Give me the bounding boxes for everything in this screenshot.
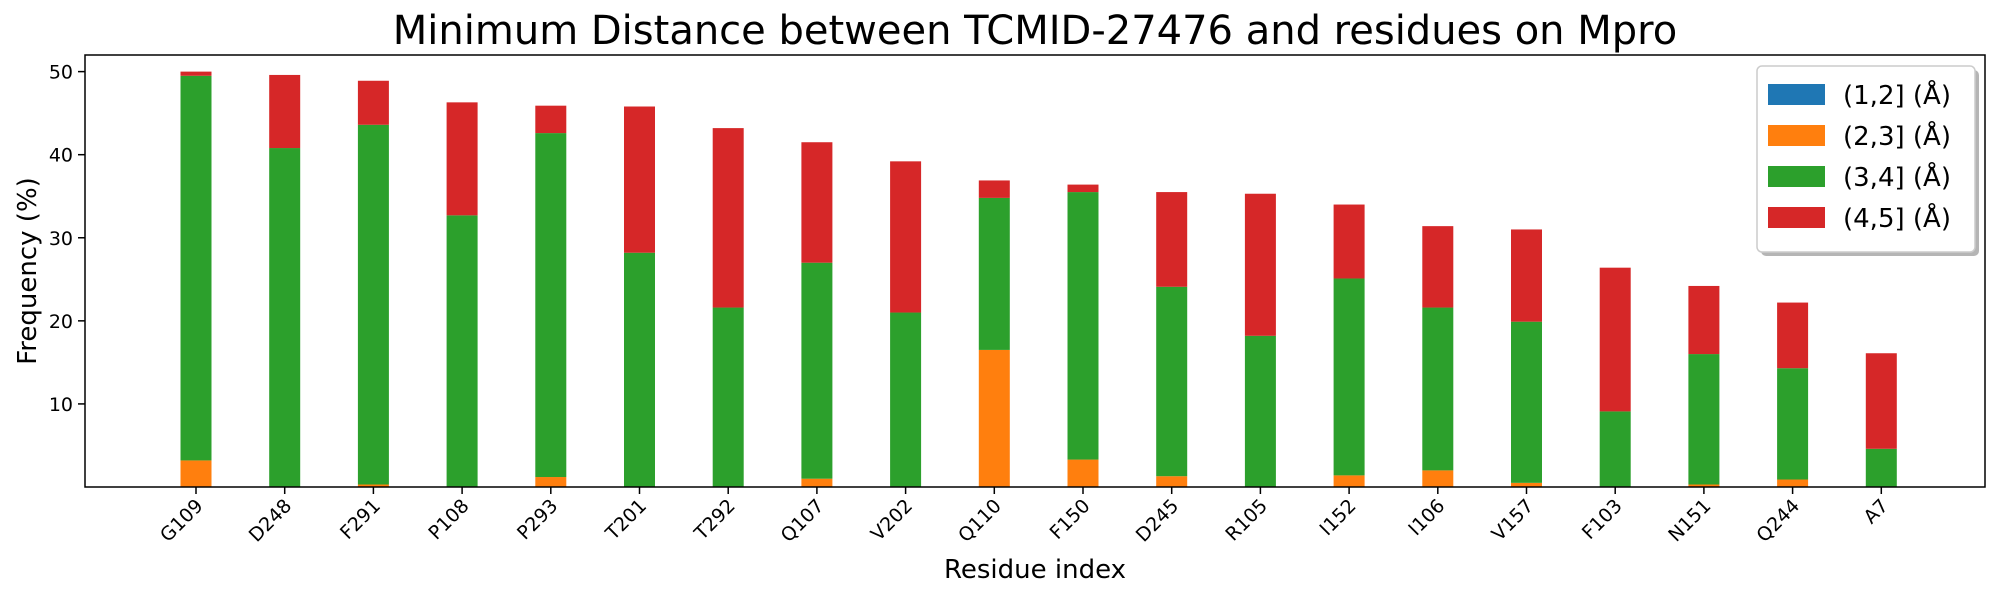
x-tick-label: V157 xyxy=(1488,495,1538,545)
bar-segment-V157-series-4 xyxy=(1511,229,1542,322)
x-tick-label: R105 xyxy=(1221,495,1272,546)
bar-segment-N151-series-2 xyxy=(1688,484,1720,487)
y-tick-label: 30 xyxy=(49,228,73,250)
legend-label: (2,3] (Å) xyxy=(1843,120,1951,152)
bar-segment-V202-series-3 xyxy=(890,312,922,487)
bar-segment-F150-series-4 xyxy=(1067,184,1099,193)
plot-area-frame xyxy=(84,54,1986,488)
x-tick-label: T201 xyxy=(601,495,651,545)
bar-segment-D245-series-3 xyxy=(1156,286,1188,477)
bar-segment-P293-series-3 xyxy=(535,133,567,478)
bar-segment-Q107-series-3 xyxy=(801,262,833,479)
bar-segment-Q244-series-2 xyxy=(1777,479,1809,487)
x-tick-label: A7 xyxy=(1860,495,1893,528)
y-axis-label: Frequency (%) xyxy=(13,177,43,365)
x-tick-label: F150 xyxy=(1046,495,1095,544)
x-tick-label: Q244 xyxy=(1752,495,1804,547)
bar-segment-Q107-series-2 xyxy=(801,478,833,487)
x-tick-label: D248 xyxy=(245,495,297,547)
bar-segment-F150-series-3 xyxy=(1067,192,1099,460)
x-tick-label: D245 xyxy=(1132,495,1184,547)
x-tick-label: P293 xyxy=(513,495,562,544)
bar-segment-V157-series-3 xyxy=(1511,321,1542,483)
x-tick-label: P108 xyxy=(424,495,473,544)
bar-segment-V202-series-4 xyxy=(890,161,922,313)
bar-segment-R105-series-3 xyxy=(1244,335,1276,487)
bar-segment-N151-series-4 xyxy=(1688,285,1720,355)
bar-segment-V157-series-2 xyxy=(1511,482,1542,487)
bar-segment-A7-series-3 xyxy=(1865,448,1897,487)
chart-title: Minimum Distance between TCMID-27476 and… xyxy=(393,8,1677,54)
y-tick-label: 10 xyxy=(49,394,73,416)
bar-segment-G109-series-3 xyxy=(180,75,212,461)
bar-segment-N151-series-3 xyxy=(1688,354,1720,485)
bar-segment-P293-series-4 xyxy=(535,105,567,134)
bar-segment-P293-series-2 xyxy=(535,477,567,487)
legend-swatch xyxy=(1768,207,1825,228)
bar-segment-Q110-series-4 xyxy=(978,180,1010,198)
x-tick-label: N151 xyxy=(1664,495,1715,546)
x-tick-label: V202 xyxy=(867,495,917,545)
legend-box xyxy=(1756,65,1976,253)
y-tick-label: 40 xyxy=(49,145,73,167)
bar-segment-T292-series-3 xyxy=(712,307,744,487)
bar-segment-P108-series-3 xyxy=(446,215,478,488)
bar-segment-I106-series-3 xyxy=(1422,307,1454,471)
x-tick-label: T292 xyxy=(690,495,740,545)
legend-label: (3,4] (Å) xyxy=(1843,161,1951,193)
y-axis: 10 20 30 40 50 xyxy=(49,62,85,416)
legend-swatch xyxy=(1768,84,1825,105)
legend-label: (4,5] (Å) xyxy=(1843,202,1951,234)
bar-segment-F103-series-4 xyxy=(1599,267,1631,412)
bar-segment-I152-series-2 xyxy=(1333,475,1365,487)
legend: (1,2] (Å) (2,3] (Å) (3,4] (Å) (4,5] (Å) xyxy=(1756,65,1979,256)
bar-segment-D248-series-4 xyxy=(269,74,301,149)
x-tick-label: I152 xyxy=(1315,495,1360,540)
bar-segment-I152-series-3 xyxy=(1333,278,1365,476)
x-axis-label: Residue index xyxy=(944,555,1126,585)
x-tick-label: F291 xyxy=(336,495,385,544)
bar-segment-Q107-series-4 xyxy=(801,142,833,263)
bar-segment-Q244-series-4 xyxy=(1777,302,1809,369)
bar-segment-Q244-series-3 xyxy=(1777,368,1809,480)
bar-segment-D245-series-2 xyxy=(1156,476,1188,487)
bar-segment-F150-series-2 xyxy=(1067,459,1099,487)
bar-segment-I106-series-2 xyxy=(1422,470,1454,487)
bar-segment-D245-series-4 xyxy=(1156,192,1188,287)
x-tick-label: Q107 xyxy=(777,495,829,547)
bar-segment-F291-series-3 xyxy=(357,124,389,485)
bar-segment-F103-series-3 xyxy=(1599,411,1631,487)
bar-segment-R105-series-4 xyxy=(1244,193,1276,336)
bar-segment-Q110-series-2 xyxy=(978,349,1010,487)
x-tick-label: I106 xyxy=(1404,495,1449,540)
legend-swatch xyxy=(1768,125,1825,146)
x-tick-label: G109 xyxy=(156,495,208,547)
bar-segment-Q110-series-3 xyxy=(978,197,1010,350)
x-axis: G109 D248 F291 P108 P293 T201 T292 Q107 V202 Q110… xyxy=(156,487,1893,547)
bar-segment-T201-series-4 xyxy=(624,106,655,253)
bar-segment-F291-series-2 xyxy=(357,484,389,487)
legend-swatch xyxy=(1768,166,1825,187)
bar-segment-I106-series-4 xyxy=(1422,226,1454,308)
y-tick-label: 50 xyxy=(49,62,73,84)
bars-layer xyxy=(180,71,1897,488)
bar-segment-T201-series-3 xyxy=(624,252,655,487)
bar-segment-F291-series-4 xyxy=(357,80,389,125)
bar-segment-G109-series-4 xyxy=(180,71,212,76)
y-tick-label: 20 xyxy=(49,311,73,333)
bar-segment-T292-series-4 xyxy=(712,128,744,308)
bar-segment-I152-series-4 xyxy=(1333,204,1365,279)
bar-segment-A7-series-4 xyxy=(1865,353,1897,449)
bar-segment-G109-series-2 xyxy=(180,460,212,487)
bar-segment-D248-series-3 xyxy=(269,148,301,488)
x-tick-label: F103 xyxy=(1578,495,1627,544)
bar-segment-P108-series-4 xyxy=(446,102,478,216)
x-tick-label: Q110 xyxy=(954,495,1006,547)
legend-label: (1,2] (Å) xyxy=(1843,79,1951,111)
